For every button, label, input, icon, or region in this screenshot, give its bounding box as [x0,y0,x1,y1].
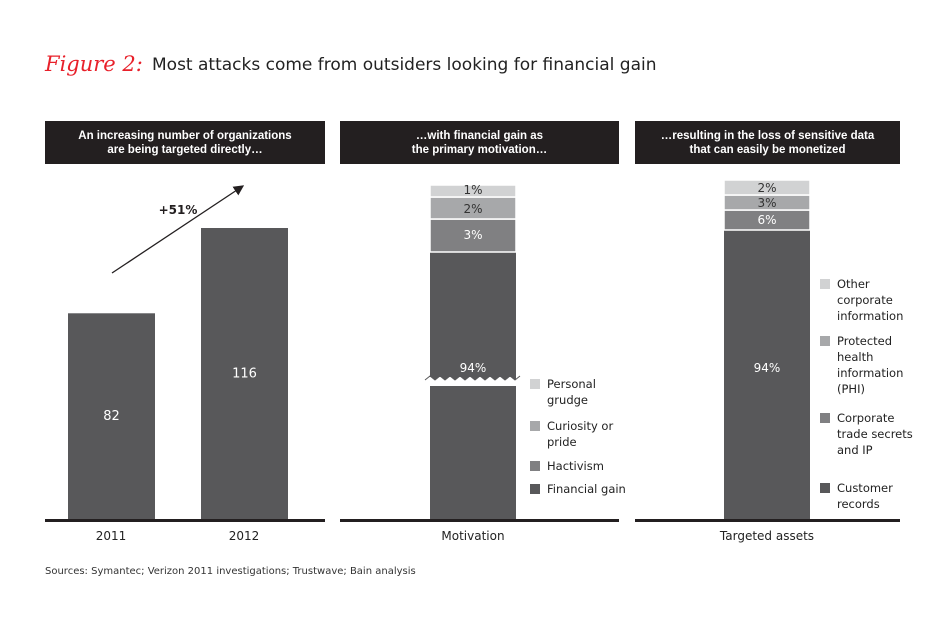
legend-item: Financial gain [530,481,637,497]
legend-swatch [530,461,540,471]
panel3-header-line2: that can easily be monetized [689,143,846,156]
legend-item: Corporate trade secrets and IP [820,410,927,458]
legend-swatch [530,379,540,389]
segment-personal-grudge [429,184,517,198]
panel1-header: An increasing number of organizations are… [45,121,325,164]
source-note: Sources: Symantec; Verizon 2011 investig… [45,566,416,577]
legend-swatch [820,279,830,289]
legend-item: Personal grudge [530,376,637,408]
x-tick-2012: 2012 [229,529,260,543]
panel3-header-line1: …resulting in the loss of sensitive data [660,129,875,142]
segment-label-94%: 94% [754,361,781,375]
legend-swatch [820,413,830,423]
figure-label: Figure 2: [45,52,143,76]
legend-swatch [820,483,830,493]
axis-break-mark [425,376,520,386]
segment-label-3%: 3% [463,228,482,242]
legend-item: Curiosity or pride [530,418,637,450]
legend-label: Financial gain [547,482,626,496]
bar-label-2011: 82 [103,409,120,424]
panel2-header-line1: …with financial gain as [415,129,544,142]
panel1-header-line2: are being targeted directly… [107,143,263,156]
axis-break-line [424,375,521,381]
legend-label: Hactivism [547,459,604,473]
panel2-header: …with financial gain as the primary motiv… [340,121,619,164]
segment-label-2%: 2% [463,202,482,216]
x-tick-targeted-assets: Targeted assets [719,529,814,543]
segment-other-corporate-information [723,179,811,196]
segment-label-2%: 2% [757,181,776,195]
figure-title: Most attacks come from outsiders looking… [152,55,657,75]
segment-customer-records [724,230,810,519]
panel3-header: …resulting in the loss of sensitive data… [635,121,900,164]
legend-label: Protected health information (PHI) [837,334,904,396]
legend-label: Curiosity or pride [547,419,614,449]
segment-label-94%: 94% [460,361,487,375]
x-tick-2011: 2011 [96,529,127,543]
legend-label: Customer records [837,481,893,511]
legend-label: Personal grudge [547,377,596,407]
panel1-header-line1: An increasing number of organizations [78,129,292,142]
bar-2012 [201,228,288,519]
legend-item: Hactivism [530,458,637,474]
segment-label-6%: 6% [757,213,776,227]
legend-item: Protected health information (PHI) [820,333,927,397]
legend-label: Other corporate information [837,277,904,323]
segment-label-3%: 3% [757,196,776,210]
bar-label-2012: 116 [232,367,257,382]
legend-swatch [530,484,540,494]
growth-annotation: +51% [159,203,198,217]
legend-item: Other corporate information [820,276,927,324]
legend-swatch [820,336,830,346]
legend-swatch [530,421,540,431]
x-tick-motivation: Motivation [441,529,504,543]
legend-item: Customer records [820,480,927,512]
bar-2011 [68,313,155,519]
segment-label-1%: 1% [463,183,482,197]
growth-arrow [111,185,245,274]
legend-label: Corporate trade secrets and IP [837,411,913,457]
panel2-header-line2: the primary motivation… [411,143,548,156]
